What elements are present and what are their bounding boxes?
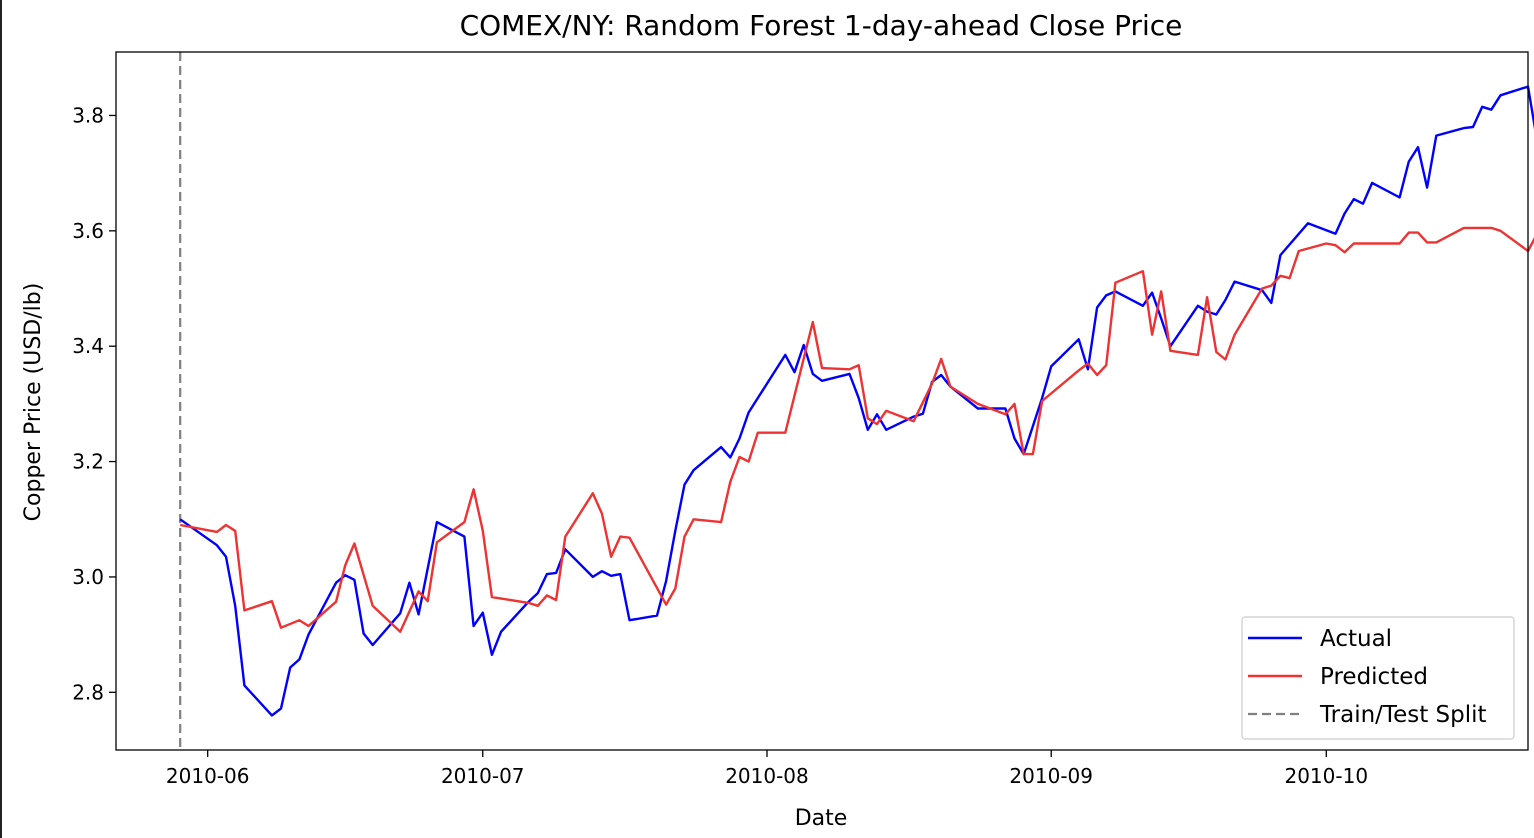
legend-label-actual: Actual — [1320, 626, 1392, 652]
y-tick-label: 2.8 — [72, 680, 104, 704]
plot-area — [179, 52, 1534, 750]
y-tick-label: 3.0 — [72, 565, 104, 589]
legend: Actual Predicted Train/Test Split — [1241, 616, 1515, 740]
x-axis-ticks: 2010-06 2010-07 2010-08 2010-09 2010-10 — [166, 750, 1368, 788]
y-tick-label: 3.4 — [72, 334, 104, 358]
legend-label-split: Train/Test Split — [1319, 702, 1487, 728]
y-axis-label: Copper Price (USD/lb) — [21, 283, 46, 522]
chart-title: COMEX/NY: Random Forest 1-day-ahead Clos… — [460, 9, 1183, 42]
x-tick-label: 2010-07 — [441, 764, 525, 788]
y-tick-label: 3.8 — [72, 103, 104, 127]
y-axis-ticks: 2.8 3.0 3.2 3.4 3.6 3.8 — [72, 103, 116, 704]
x-tick-label: 2010-08 — [725, 764, 809, 788]
y-tick-label: 3.2 — [72, 450, 104, 474]
series-line-actual — [179, 85, 1534, 717]
x-tick-label: 2010-09 — [1009, 764, 1093, 788]
legend-box — [1241, 616, 1515, 740]
series-line-predicted — [179, 226, 1534, 633]
x-axis-label: Date — [795, 806, 848, 831]
y-tick-label: 3.6 — [72, 219, 104, 243]
x-tick-label: 2010-10 — [1284, 764, 1368, 788]
axes-frame — [115, 51, 1529, 751]
x-tick-label: 2010-06 — [166, 764, 250, 788]
legend-label-predicted: Predicted — [1320, 664, 1428, 690]
